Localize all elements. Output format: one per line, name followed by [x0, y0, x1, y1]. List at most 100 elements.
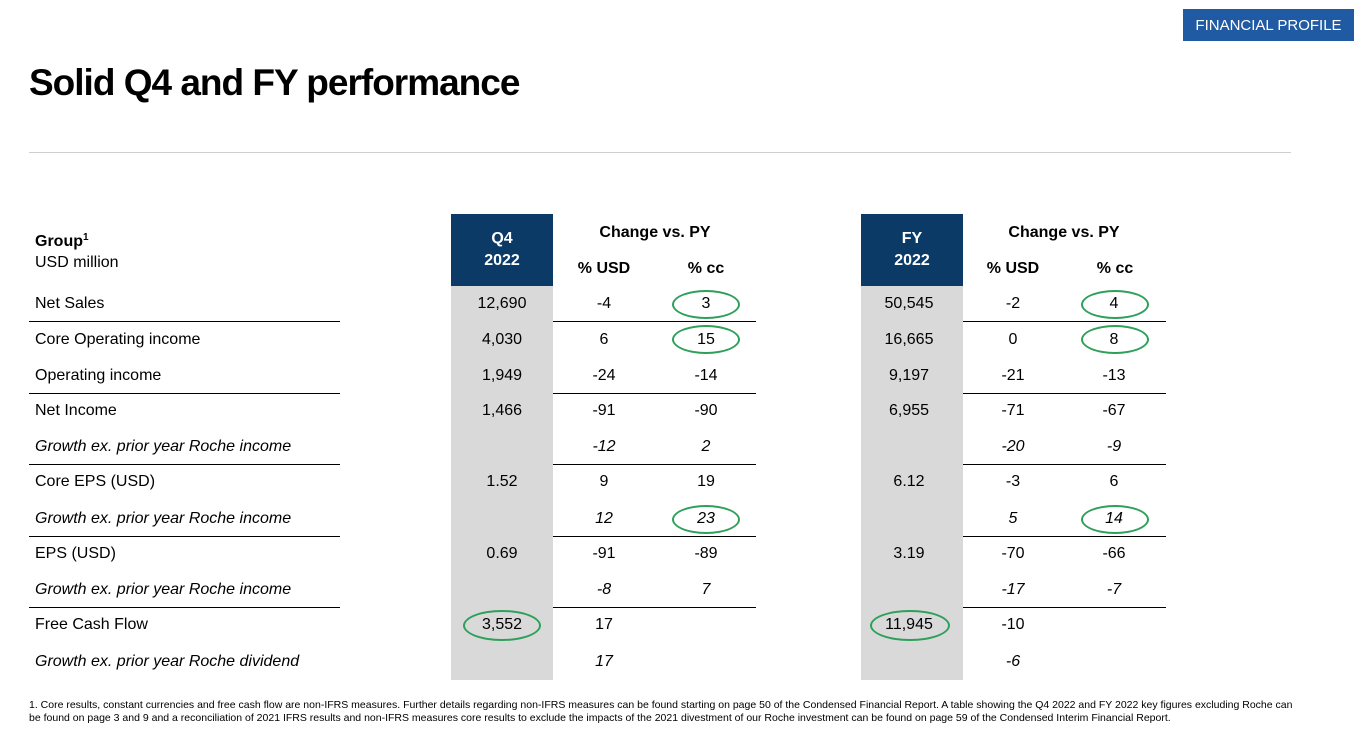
fy-pct-usd: 0: [1008, 331, 1018, 348]
q4-pct-cc: 19: [697, 473, 715, 490]
section-badge: FINANCIAL PROFILE: [1183, 9, 1354, 41]
q4-pct-usd: 17: [595, 653, 613, 670]
row-separator: [963, 321, 1166, 322]
fy-pct-cc: -7: [1106, 581, 1122, 598]
fy-change-header: Change vs. PY: [1008, 224, 1120, 241]
fy-pct-usd: -71: [1001, 402, 1025, 419]
row-separator: [29, 393, 340, 394]
q4-value: 0.69: [486, 545, 518, 562]
table-row: Core EPS (USD) 1.52 9 19 6.12 -3 6: [0, 464, 1354, 500]
fy-value: 6,955: [888, 402, 930, 419]
q4-value: 4,030: [481, 331, 523, 348]
q4-pct-usd: 17: [595, 616, 613, 633]
table-row: Core Operating income 4,030 6 15 16,665 …: [0, 322, 1354, 358]
fy-pct-usd: -2: [1005, 295, 1021, 312]
table-row: Growth ex. prior year Roche dividend 17 …: [0, 644, 1354, 680]
q4-pct-cc: -89: [694, 545, 718, 562]
q4-pct-usd: 6: [599, 331, 609, 348]
fy-value: [854, 429, 964, 465]
row-label: Core EPS (USD): [35, 473, 156, 490]
page-title: Solid Q4 and FY performance: [29, 62, 520, 103]
q4-pct-usd: -4: [596, 295, 612, 312]
fy-value: 9,197: [888, 367, 930, 384]
row-separator: [29, 536, 340, 537]
q4-pct-cc: [651, 607, 761, 643]
row-separator: [963, 464, 1166, 465]
fy-header-line1: FY: [901, 230, 923, 247]
fy-pct-usd-header: % USD: [986, 260, 1040, 277]
fy-value: 3.19: [893, 545, 925, 562]
fy-header-line2: 2022: [894, 252, 930, 269]
q4-change-header: Change vs. PY: [599, 224, 711, 241]
q4-pct-cc-header: % cc: [687, 260, 725, 277]
q4-value: 1.52: [486, 473, 518, 490]
row-label: Growth ex. prior year Roche income: [35, 510, 292, 527]
q4-pct-usd: -12: [592, 438, 616, 455]
row-label: Net Income: [35, 402, 117, 419]
title-divider: [29, 152, 1291, 153]
fy-value: [854, 572, 964, 608]
q4-2022-header: Q4 2022: [451, 214, 553, 286]
row-label: EPS (USD): [35, 545, 116, 562]
footnote: 1. Core results, constant currencies and…: [29, 699, 1293, 724]
fy-pct-cc: -66: [1102, 545, 1126, 562]
q4-value: 1,466: [481, 402, 523, 419]
row-label: Growth ex. prior year Roche income: [35, 438, 292, 455]
row-separator: [963, 536, 1166, 537]
highlight-circle: [1081, 325, 1149, 354]
q4-pct-usd: -24: [592, 367, 616, 384]
fy-pct-usd: -6: [1005, 653, 1021, 670]
fy-value: 50,545: [884, 295, 934, 312]
fy-pct-usd: -3: [1005, 473, 1021, 490]
row-separator: [29, 321, 340, 322]
fy-pct-cc: 6: [1109, 473, 1119, 490]
q4-pct-cc: 7: [701, 581, 711, 598]
row-separator: [963, 607, 1166, 608]
q4-value: 1,949: [481, 367, 523, 384]
row-label: Core Operating income: [35, 331, 201, 348]
q4-pct-usd: -91: [592, 545, 616, 562]
q4-pct-usd: -91: [592, 402, 616, 419]
row-separator: [553, 464, 756, 465]
q4-pct-usd-header: % USD: [577, 260, 631, 277]
highlight-circle: [672, 290, 740, 319]
row-label: Growth ex. prior year Roche income: [35, 581, 292, 598]
row-separator: [553, 536, 756, 537]
highlight-circle: [672, 325, 740, 354]
fy-value: 16,665: [884, 331, 934, 348]
q4-header-line1: Q4: [491, 230, 513, 247]
q4-pct-cc: 2: [701, 438, 711, 455]
unit-label: USD million: [35, 254, 119, 271]
highlight-circle: [870, 610, 950, 641]
q4-pct-usd: 12: [595, 510, 613, 527]
fy-pct-cc: -9: [1106, 438, 1122, 455]
highlight-circle: [1081, 505, 1149, 534]
table-row: EPS (USD) 0.69 -91 -89 3.19 -70 -66: [0, 536, 1354, 572]
fy-pct-cc: -13: [1102, 367, 1126, 384]
fy-value: [854, 644, 964, 680]
q4-value: 12,690: [477, 295, 527, 312]
highlight-circle: [1081, 290, 1149, 319]
fy-pct-cc-header: % cc: [1096, 260, 1134, 277]
table-row: Operating income 1,949 -24 -14 9,197 -21…: [0, 358, 1354, 394]
row-label: Growth ex. prior year Roche dividend: [35, 653, 300, 670]
highlight-circle: [463, 610, 541, 641]
row-separator: [553, 607, 756, 608]
table-row: Growth ex. prior year Roche income -12 2…: [0, 429, 1354, 465]
q4-pct-usd: -8: [596, 581, 612, 598]
fy-pct-usd: -21: [1001, 367, 1025, 384]
group-header: Group1: [35, 232, 89, 250]
q4-pct-usd: 9: [599, 473, 609, 490]
q4-pct-cc: -14: [694, 367, 718, 384]
fy-2022-header: FY 2022: [861, 214, 963, 286]
fy-pct-cc: [1059, 644, 1169, 680]
q4-pct-cc: -90: [694, 402, 718, 419]
row-label: Free Cash Flow: [35, 616, 148, 633]
fy-pct-usd: -70: [1001, 545, 1025, 562]
fy-pct-cc: -67: [1102, 402, 1126, 419]
table-row: Net Income 1,466 -91 -90 6,955 -71 -67: [0, 393, 1354, 429]
table-row: Free Cash Flow 3,552 17 11,945 -10: [0, 607, 1354, 643]
q4-value: [447, 501, 557, 537]
row-separator: [963, 393, 1166, 394]
q4-header-line2: 2022: [484, 252, 520, 269]
